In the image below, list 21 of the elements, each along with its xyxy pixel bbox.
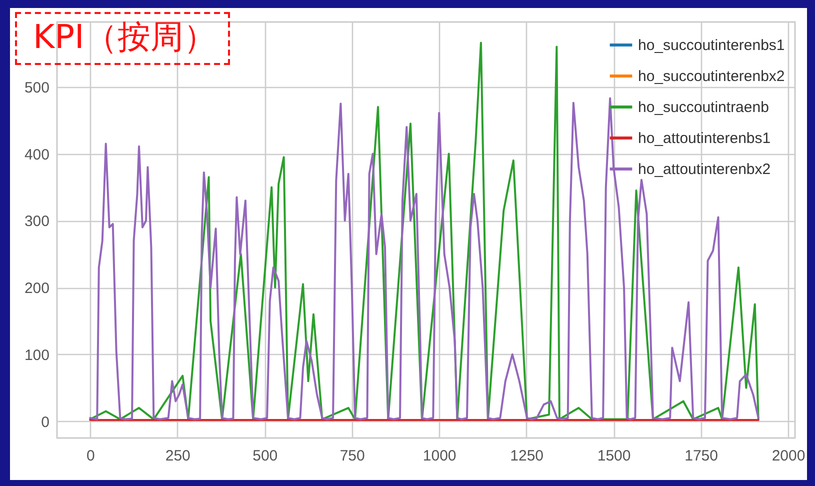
x-tick-label: 1250 xyxy=(510,448,544,464)
y-tick-label: 300 xyxy=(24,213,50,230)
x-tick-label: 250 xyxy=(165,448,190,464)
chart-title: KPI（按周） xyxy=(15,12,230,65)
y-tick-label: 200 xyxy=(24,280,50,298)
x-tick-label: 500 xyxy=(252,448,278,464)
x-tick-label: 750 xyxy=(340,448,365,464)
legend-label: ho_succoutinterenbs1 xyxy=(638,37,785,54)
y-tick-label: 0 xyxy=(41,414,50,431)
x-tick-label: 0 xyxy=(86,448,95,464)
x-tick-label: 1750 xyxy=(684,448,718,464)
y-tick-label: 500 xyxy=(24,79,50,96)
y-tick-label: 100 xyxy=(24,346,50,364)
legend-label: ho_succoutintraenb xyxy=(638,99,769,116)
x-tick-label: 1000 xyxy=(422,448,456,464)
legend-label: ho_attoutinterenbx2 xyxy=(638,161,771,178)
y-tick-label: 400 xyxy=(24,146,50,164)
x-tick-label: 2000 xyxy=(772,448,806,464)
legend-label: ho_attoutinterenbs1 xyxy=(638,130,771,147)
legend-label: ho_succoutinterenbx2 xyxy=(638,68,785,85)
x-tick-label: 1500 xyxy=(597,448,631,464)
